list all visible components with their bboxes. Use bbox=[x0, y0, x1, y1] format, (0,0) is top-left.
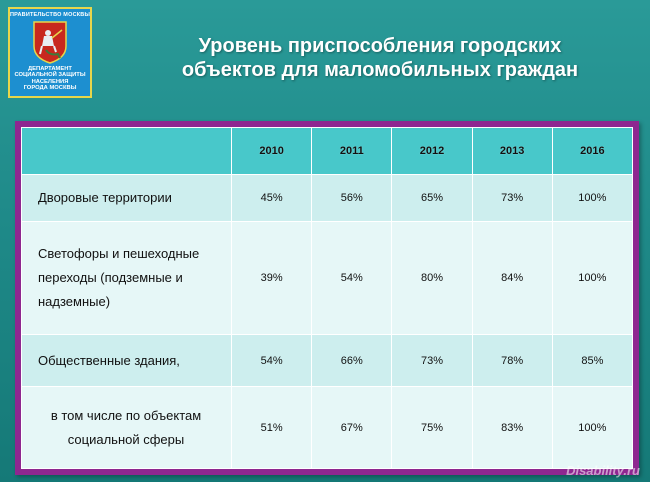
table-row: Общественные здания, 54% 66% 73% 78% 85% bbox=[21, 334, 634, 387]
header-cell-2010: 2010 bbox=[230, 127, 313, 175]
value-cell: 67% bbox=[311, 386, 393, 469]
header-cell-2016: 2016 bbox=[551, 127, 634, 175]
row-label: Дворовые территории bbox=[21, 174, 232, 222]
logo-bottom-text: ДЕПАРТАМЕНТ СОЦИАЛЬНОЙ ЗАЩИТЫ НАСЕЛЕНИЯ … bbox=[14, 66, 86, 92]
value-cell: 85% bbox=[551, 334, 634, 387]
watermark: Disability.ru bbox=[566, 463, 640, 478]
value-cell: 56% bbox=[311, 174, 393, 222]
value-cell: 51% bbox=[230, 386, 313, 469]
value-cell: 73% bbox=[391, 334, 473, 387]
logo-top-text: ПРАВИТЕЛЬСТВО МОСКВЫ bbox=[9, 12, 91, 18]
value-cell: 75% bbox=[391, 386, 473, 469]
value-cell: 65% bbox=[391, 174, 473, 222]
value-cell: 54% bbox=[311, 221, 393, 335]
value-cell: 78% bbox=[471, 334, 553, 387]
value-cell: 100% bbox=[551, 386, 634, 469]
header-cell-2012: 2012 bbox=[391, 127, 473, 175]
slide-title-line-1: Уровень приспособления городских bbox=[198, 35, 562, 57]
table-row: Дворовые территории 45% 56% 65% 73% 100% bbox=[21, 174, 634, 222]
header-cell-2011: 2011 bbox=[311, 127, 393, 175]
row-label: Светофоры и пешеходные переходы (подземн… bbox=[21, 221, 232, 335]
value-cell: 66% bbox=[311, 334, 393, 387]
table-header-row: 2010 2011 2012 2013 2016 bbox=[21, 127, 634, 175]
value-cell: 80% bbox=[391, 221, 473, 335]
value-cell: 54% bbox=[230, 334, 313, 387]
value-cell: 100% bbox=[551, 221, 634, 335]
value-cell: 100% bbox=[551, 174, 634, 222]
value-cell: 73% bbox=[471, 174, 553, 222]
row-label: в том числе по объектам социальной сферы bbox=[21, 386, 232, 469]
table-frame: 2010 2011 2012 2013 2016 Дворовые террит… bbox=[15, 121, 639, 475]
header-cell-2013: 2013 bbox=[471, 127, 553, 175]
value-cell: 84% bbox=[471, 221, 553, 335]
header-cell-empty bbox=[21, 127, 232, 175]
value-cell: 83% bbox=[471, 386, 553, 469]
table-row: Светофоры и пешеходные переходы (подземн… bbox=[21, 221, 634, 335]
slide-title: Уровень приспособления городских объекто… bbox=[100, 34, 650, 82]
row-label: Общественные здания, bbox=[21, 334, 232, 387]
table-row: в том числе по объектам социальной сферы… bbox=[21, 386, 634, 469]
value-cell: 45% bbox=[230, 174, 313, 222]
department-logo: ПРАВИТЕЛЬСТВО МОСКВЫ ДЕПАРТАМЕНТ СОЦИАЛЬ… bbox=[8, 7, 92, 98]
moscow-coat-of-arms-icon bbox=[33, 21, 67, 64]
slide-title-line-2: объектов для маломобильных граждан bbox=[181, 59, 579, 81]
value-cell: 39% bbox=[230, 221, 313, 335]
accessibility-table: 2010 2011 2012 2013 2016 Дворовые террит… bbox=[21, 127, 634, 469]
